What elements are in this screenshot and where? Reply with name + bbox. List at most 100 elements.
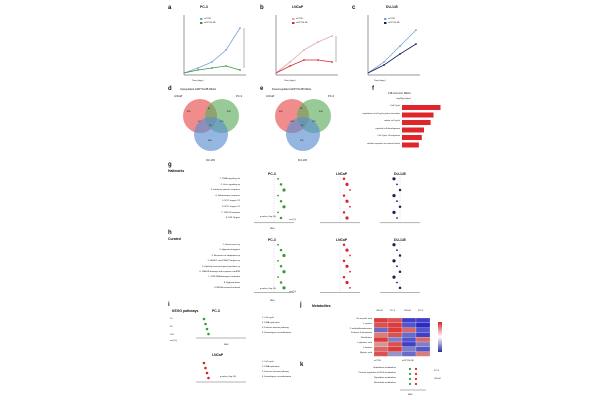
panel-a-xlabel: Time (days) — [192, 80, 204, 82]
panel-i-size-label: set (%) — [170, 340, 177, 342]
panel-j-cell — [373, 327, 389, 333]
figure: a PC-3 siCTRL siDPYSL3B Time (days) b LN… — [150, 0, 450, 400]
panel-e-letter: e — [260, 86, 264, 92]
panel-j-title: Metabolites — [312, 304, 331, 308]
panel-k-col-1: PC-3 — [434, 370, 439, 372]
panel-j-row-label: Cis-aconitic acid — [356, 318, 372, 320]
venn-d-count-7: 660 — [208, 140, 212, 142]
panel-k-dot — [414, 372, 418, 376]
panel-i-dot — [205, 371, 209, 375]
panel-i-pvalue: p-value (-log 10) — [220, 376, 236, 378]
panel-j-cell — [373, 341, 389, 347]
venn-e-count-3: 644 — [319, 111, 323, 113]
panel-j-cell — [387, 337, 403, 343]
panel-j-col-label: LNCaP — [376, 310, 384, 312]
panel-d-venn — [183, 99, 239, 151]
dotplot-dot — [277, 177, 279, 180]
venn-d-count-2: 81 — [208, 108, 211, 110]
panel-g-col-3: DU-145 — [394, 172, 406, 176]
panel-j-row-label: Glutathione — [360, 337, 372, 340]
dotplot-dot — [396, 200, 398, 203]
panel-i-dot — [205, 327, 209, 331]
panel-g-section: Hallmarks — [168, 169, 185, 173]
venn-e-label-pc3: PC-3 — [328, 95, 334, 98]
panel-j-cell — [415, 317, 431, 323]
venn-e-count-1: 669 — [279, 111, 283, 113]
panel-h-col-1: PC-3 — [268, 238, 276, 242]
panel-j-col-label: LNCaP — [404, 310, 412, 312]
dotplot-term: 2. Kras signaling up — [220, 183, 240, 186]
panel-i-dot — [202, 361, 206, 365]
dotplot-term: 2. Hypoxia mutagene — [219, 249, 240, 252]
panel-h-col-2: LNCaP — [336, 238, 348, 242]
panel-k-dot — [408, 367, 412, 371]
dotplot-dot — [342, 243, 346, 246]
dotplot-dot — [345, 264, 349, 268]
venn-d-count-1: 802 — [187, 111, 191, 113]
panel-c-title: DU-145 — [386, 5, 398, 9]
panel-j-cell — [415, 337, 431, 343]
panel-h-dotplot — [254, 242, 420, 293]
dotplot-dot — [342, 211, 346, 214]
panel-j-cell — [387, 346, 403, 352]
panel-i-xlabel: NES — [224, 344, 229, 346]
dotplot-dot — [349, 270, 351, 273]
dotplot-term: 3. Response to adaptation up — [211, 254, 240, 257]
panel-j-cell — [401, 341, 417, 347]
dotplot-term: 4. Inflammatory response — [215, 194, 240, 197]
panel-f-term: Cell Cycle Checkpoints — [377, 135, 401, 137]
dotplot-term: 8. E2F Targets — [225, 217, 240, 220]
panel-g-xlabel: NES — [270, 228, 275, 230]
dotplot-dot — [396, 183, 398, 186]
panel-j-cell — [401, 332, 417, 338]
panel-j-cell — [401, 351, 417, 357]
panel-k-dot — [408, 382, 412, 386]
panel-f-bars — [402, 105, 441, 148]
panel-j-cell — [373, 317, 389, 323]
panel-c-xlabel: Time (days) — [374, 80, 386, 82]
dotplot-dot — [345, 199, 349, 203]
dotplot-dot — [282, 286, 286, 290]
panel-g-col-1: PC-3 — [268, 172, 276, 176]
dotplot-term: 6. DNA IR damage and response via ATM — [199, 271, 240, 273]
panel-i-term: 3. Fanconi anemia pathway — [262, 371, 289, 373]
dotplot-dot — [396, 217, 398, 219]
panel-k-row-label: Pyrimidine metabolism — [373, 377, 396, 379]
panel-j-cell — [373, 346, 389, 352]
dotplot-dot — [392, 259, 396, 263]
panel-j-row-label: D-ribose 5-phosphate — [350, 332, 372, 335]
panel-j-cell — [373, 322, 389, 328]
panel-a-letter: a — [168, 5, 172, 11]
panel-f-letter: f — [372, 86, 374, 92]
panel-f-bar — [402, 142, 419, 148]
dotplot-term: 7. G2M DNA damage checkpoint — [208, 276, 240, 279]
dotplot-term: 1. TNFA signaling via — [219, 178, 240, 180]
venn-e-label-lncap: LNCaP — [266, 95, 275, 98]
panel-f-term: regulation of cell cycle phase transitio… — [362, 112, 400, 115]
panel-c-legend-1: siCTRL — [388, 18, 396, 20]
venn-d-label-lncap: LNCaP — [174, 95, 183, 98]
panel-a-legend-1: siCTRL — [204, 18, 212, 20]
venn-d-label-du145: DU-145 — [206, 159, 215, 162]
dotplot-dot — [349, 287, 351, 289]
venn-d-count-3: 893 — [227, 111, 231, 113]
dotplot-dot — [279, 281, 283, 284]
dotplot-dot — [342, 177, 346, 181]
panel-e-title: Downregulated siDPYSL3B DEGs — [272, 88, 312, 91]
dotplot-dot — [279, 199, 283, 203]
dotplot-dot — [345, 280, 349, 285]
panel-b-chart — [275, 15, 338, 76]
panel-j-cell — [415, 322, 431, 328]
panel-j-colorscale — [438, 322, 442, 352]
panel-c-letter: c — [352, 5, 356, 11]
panel-j-cell — [401, 322, 417, 328]
panel-e-venn — [275, 99, 331, 151]
dotplot-term: 3. Interferon gamma response — [210, 189, 240, 192]
dotplot-term: 9. BRCA centered network — [214, 287, 240, 290]
panel-k-dotplot — [400, 367, 426, 391]
panel-f-title: 138 common DEGs — [388, 92, 411, 95]
dotplot-dot — [277, 211, 279, 214]
dotplot-dot — [398, 205, 402, 209]
panel-i-term: 1. Cell cycle — [262, 317, 274, 319]
dotplot-dot — [396, 281, 398, 284]
